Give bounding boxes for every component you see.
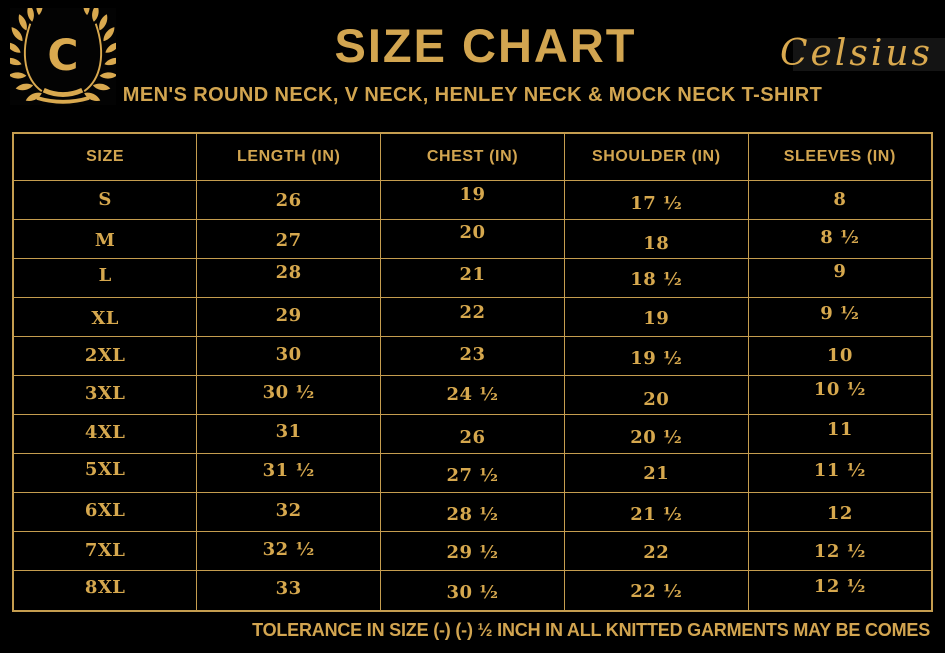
page-subtitle: MEN'S ROUND NECK, V NECK, HENLEY NECK & … bbox=[122, 84, 823, 106]
measurement-cell: 26 bbox=[196, 179, 382, 220]
measurement-cell: 31 ½ bbox=[196, 453, 382, 494]
measurement-cell: 9 bbox=[747, 257, 933, 298]
measurement-cell: 12 ½ bbox=[747, 531, 933, 572]
size-cell: 7XL bbox=[12, 531, 198, 572]
measurement-cell: 30 ½ bbox=[380, 570, 565, 612]
measurement-cell: 29 ½ bbox=[380, 531, 565, 572]
laurel-wreath-icon: C bbox=[10, 8, 116, 105]
table-row: XL 29 22 19 9 ½ bbox=[12, 296, 933, 337]
measurement-cell: 10 bbox=[747, 335, 933, 376]
measurement-cell: 20 bbox=[563, 374, 749, 416]
header-row: SIZE LENGTH (IN) CHEST (IN) SHOULDER (IN) SL… bbox=[12, 132, 933, 181]
measurement-cell: 12 ½ bbox=[747, 570, 933, 612]
column-header: SIZE bbox=[12, 132, 198, 181]
table-row: 5XL 31 ½ 27 ½ 21 11 ½ bbox=[12, 453, 933, 494]
measurement-cell: 21 ½ bbox=[563, 492, 749, 533]
column-header: CHEST (IN) bbox=[380, 132, 565, 181]
measurement-cell: 9 ½ bbox=[747, 296, 933, 337]
measurement-cell: 30 ½ bbox=[196, 374, 382, 416]
measurement-cell: 11 ½ bbox=[747, 453, 933, 494]
measurement-cell: 18 ½ bbox=[563, 257, 749, 298]
brand-logo: C bbox=[10, 8, 116, 105]
measurement-cell: 19 bbox=[380, 179, 565, 220]
size-cell: M bbox=[12, 218, 198, 259]
measurement-cell: 32 bbox=[196, 492, 382, 533]
measurement-cell: 29 bbox=[196, 296, 382, 337]
measurement-cell: 10 ½ bbox=[747, 374, 933, 416]
measurement-cell: 12 bbox=[747, 492, 933, 533]
measurement-cell: 20 bbox=[380, 218, 565, 259]
column-header: SHOULDER (IN) bbox=[563, 132, 749, 181]
size-cell: L bbox=[12, 257, 198, 298]
measurement-cell: 27 ½ bbox=[380, 453, 565, 494]
measurement-cell: 28 bbox=[196, 257, 382, 298]
measurement-cell: 19 bbox=[563, 296, 749, 337]
measurement-cell: 32 ½ bbox=[196, 531, 382, 572]
column-header: SLEEVES (IN) bbox=[747, 132, 933, 181]
measurement-cell: 30 bbox=[196, 335, 382, 376]
measurement-cell: 28 ½ bbox=[380, 492, 565, 533]
measurement-cell: 22 bbox=[563, 531, 749, 572]
brand-name: Celsius bbox=[779, 33, 933, 74]
table-row: M 27 20 18 8 ½ bbox=[12, 218, 933, 259]
measurement-cell: 22 bbox=[380, 296, 565, 337]
table-header: SIZE LENGTH (IN) CHEST (IN) SHOULDER (IN) SL… bbox=[12, 132, 933, 181]
size-cell: 5XL bbox=[12, 453, 198, 494]
measurement-cell: 31 bbox=[196, 414, 382, 455]
measurement-cell: 11 bbox=[747, 414, 933, 455]
measurement-cell: 23 bbox=[380, 335, 565, 376]
size-cell: 2XL bbox=[12, 335, 198, 376]
measurement-cell: 22 ½ bbox=[563, 570, 749, 612]
measurement-cell: 33 bbox=[196, 570, 382, 612]
table-row: 3XL 30 ½ 24 ½ 20 10 ½ bbox=[12, 374, 933, 416]
table-row: 6XL 32 28 ½ 21 ½ 12 bbox=[12, 492, 933, 533]
table-row: 4XL 31 26 20 ½ 11 bbox=[12, 414, 933, 455]
table-row: 8XL 33 30 ½ 22 ½ 12 ½ bbox=[12, 570, 933, 612]
table-row: 7XL 32 ½ 29 ½ 22 12 ½ bbox=[12, 531, 933, 572]
measurement-cell: 21 bbox=[380, 257, 565, 298]
size-cell: 6XL bbox=[12, 492, 198, 533]
size-cell: S bbox=[12, 179, 198, 220]
measurement-cell: 27 bbox=[196, 218, 382, 259]
tolerance-note: TOLERANCE IN SIZE (-) (-) ½ INCH IN ALL … bbox=[252, 620, 930, 640]
size-cell: XL bbox=[12, 296, 198, 337]
size-cell: 8XL bbox=[12, 570, 198, 612]
table-body: S 26 19 17 ½ 8 M 27 20 18 8 ½ L 28 21 18 ½ 9 XL 29 22 19 9 … bbox=[12, 179, 933, 612]
logo-letter: C bbox=[47, 31, 78, 80]
measurement-cell: 18 bbox=[563, 218, 749, 259]
measurement-cell: 8 bbox=[747, 179, 933, 220]
measurement-cell: 20 ½ bbox=[563, 414, 749, 455]
size-cell: 4XL bbox=[12, 414, 198, 455]
measurement-cell: 19 ½ bbox=[563, 335, 749, 376]
page-title: SIZE CHART bbox=[334, 19, 637, 72]
size-cell: 3XL bbox=[12, 374, 198, 416]
size-table-container: SIZE LENGTH (IN) CHEST (IN) SHOULDER (IN) SL… bbox=[12, 132, 933, 612]
column-header: LENGTH (IN) bbox=[196, 132, 382, 181]
size-table: SIZE LENGTH (IN) CHEST (IN) SHOULDER (IN) SL… bbox=[12, 132, 933, 612]
brand-backdrop bbox=[793, 38, 945, 71]
measurement-cell: 26 bbox=[380, 414, 565, 455]
measurement-cell: 17 ½ bbox=[563, 179, 749, 220]
measurement-cell: 24 ½ bbox=[380, 374, 565, 416]
table-row: 2XL 30 23 19 ½ 10 bbox=[12, 335, 933, 376]
measurement-cell: 8 ½ bbox=[747, 218, 933, 259]
measurement-cell: 21 bbox=[563, 453, 749, 494]
